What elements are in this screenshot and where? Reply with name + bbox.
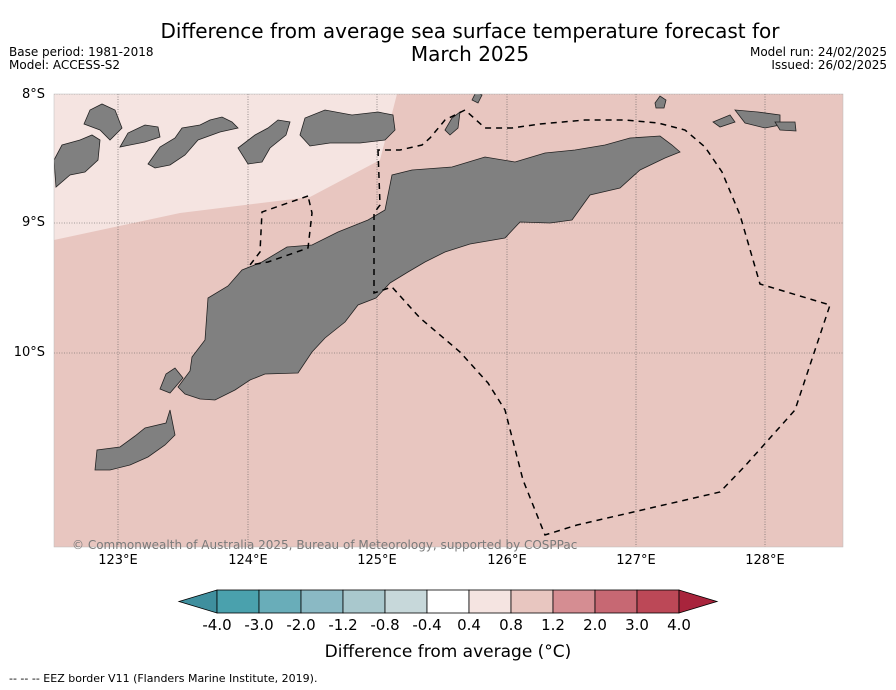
lon-label-126e: 126°E — [487, 553, 527, 568]
colorbar — [177, 589, 719, 614]
issued-date: Issued: 26/02/2025 — [771, 58, 887, 72]
meta-right: Model run: 24/02/2025 Issued: 26/02/2025 — [750, 46, 887, 72]
lon-label-125e: 125°E — [357, 553, 397, 568]
eez-border — [248, 109, 831, 536]
small-island-e — [774, 121, 797, 132]
colorbar-tick-label: -0.4 — [412, 616, 442, 634]
map-frame — [53, 93, 844, 548]
northern-island-c — [147, 116, 239, 169]
eez-legend: -- -- -- EEZ border V11 (Flanders Marine… — [9, 672, 318, 685]
colorbar-swatch — [300, 589, 344, 614]
small-island-a — [471, 94, 483, 104]
small-island-b — [654, 95, 667, 109]
alor-island — [159, 367, 184, 394]
colorbar-swatch — [384, 589, 428, 614]
colorbar-swatch — [552, 589, 596, 614]
colorbar-swatch — [468, 589, 512, 614]
title-line-1: Difference from average sea surface temp… — [160, 19, 780, 43]
colorbar-tick-label: 2.0 — [583, 616, 607, 634]
colorbar-tick-label: -0.8 — [370, 616, 400, 634]
northern-island-d — [237, 119, 291, 165]
lat-label-8s: 8°S — [21, 87, 45, 102]
timor-island — [177, 135, 681, 401]
colorbar-swatch — [510, 589, 554, 614]
meta-left: Base period: 1981-2018 Model: ACCESS-S2 — [9, 46, 154, 72]
lon-label-127e: 127°E — [616, 553, 656, 568]
northern-island-b — [119, 124, 161, 148]
colorbar-swatch — [594, 589, 638, 614]
colorbar-tick-label: 0.8 — [499, 616, 523, 634]
colorbar-tick-label: 1.2 — [541, 616, 565, 634]
lat-label-10s: 10°S — [13, 345, 45, 360]
colorbar-tick-label: -3.0 — [244, 616, 274, 634]
lat-label-9s: 9°S — [21, 215, 45, 230]
lon-label-128e: 128°E — [745, 553, 785, 568]
colorbar-tick-label: -4.0 — [202, 616, 232, 634]
lon-label-124e: 124°E — [228, 553, 268, 568]
colorbar-swatch — [258, 589, 302, 614]
chart-title: Difference from average sea surface temp… — [120, 20, 820, 66]
lon-label-123e: 123°E — [98, 553, 138, 568]
colorbar-extend-high — [678, 589, 719, 614]
colorbar-tick-label: 3.0 — [625, 616, 649, 634]
northern-islands-west — [54, 134, 101, 188]
colorbar-tick-label: -2.0 — [286, 616, 316, 634]
colorbar-extend-low — [177, 589, 218, 614]
gridlines — [54, 94, 843, 547]
colorbar-tick-label: 4.0 — [667, 616, 691, 634]
copyright-notice: © Commonwealth of Australia 2025, Bureau… — [72, 538, 578, 552]
land-masses — [54, 94, 797, 471]
colorbar-tick-label: 0.4 — [457, 616, 481, 634]
model-run: Model run: 24/02/2025 — [749, 45, 887, 59]
colorbar-tick-label: -1.2 — [328, 616, 358, 634]
northern-island-a — [83, 103, 123, 141]
colorbar-swatch — [636, 589, 680, 614]
wetar-island — [299, 109, 396, 147]
base-period: Base period: 1981-2018 — [9, 45, 154, 59]
colorbar-swatch — [342, 589, 386, 614]
small-island-c — [712, 114, 736, 128]
colorbar-swatch — [426, 589, 470, 614]
colorbar-swatch — [216, 589, 260, 614]
title-line-2: March 2025 — [410, 42, 530, 66]
model-name: Model: ACCESS-S2 — [9, 58, 121, 72]
savu-island — [94, 409, 176, 471]
colorbar-title: Difference from average (°C) — [324, 642, 572, 662]
small-island-north — [444, 111, 461, 136]
